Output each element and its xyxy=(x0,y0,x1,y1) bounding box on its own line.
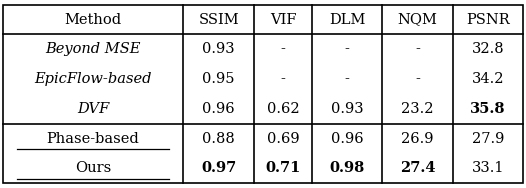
Text: DVF: DVF xyxy=(77,102,109,116)
Text: 0.96: 0.96 xyxy=(331,132,363,146)
Text: Beyond MSE: Beyond MSE xyxy=(45,42,140,56)
Text: 0.97: 0.97 xyxy=(201,161,236,175)
Text: -: - xyxy=(415,72,420,86)
Text: DLM: DLM xyxy=(329,13,366,27)
Text: 0.98: 0.98 xyxy=(330,161,365,175)
Text: 0.95: 0.95 xyxy=(203,72,235,86)
Text: Phase-based: Phase-based xyxy=(47,132,139,146)
Text: NQM: NQM xyxy=(398,13,438,27)
Text: -: - xyxy=(345,72,350,86)
Text: 0.93: 0.93 xyxy=(203,42,235,56)
Text: 0.69: 0.69 xyxy=(267,132,299,146)
Text: 35.8: 35.8 xyxy=(470,102,506,116)
Text: PSNR: PSNR xyxy=(467,13,510,27)
Text: Ours: Ours xyxy=(75,161,111,175)
Text: 32.8: 32.8 xyxy=(472,42,504,56)
Text: 27.9: 27.9 xyxy=(472,132,504,146)
Text: 0.62: 0.62 xyxy=(267,102,299,116)
Text: 0.71: 0.71 xyxy=(265,161,300,175)
Text: Method: Method xyxy=(64,13,122,27)
Text: -: - xyxy=(280,72,285,86)
Text: 0.93: 0.93 xyxy=(331,102,363,116)
Text: 23.2: 23.2 xyxy=(401,102,434,116)
Text: SSIM: SSIM xyxy=(198,13,239,27)
Text: -: - xyxy=(345,42,350,56)
Text: 0.88: 0.88 xyxy=(202,132,235,146)
Text: VIF: VIF xyxy=(270,13,296,27)
Text: 33.1: 33.1 xyxy=(472,161,504,175)
Text: -: - xyxy=(280,42,285,56)
Text: 0.96: 0.96 xyxy=(203,102,235,116)
Text: 27.4: 27.4 xyxy=(400,161,436,175)
Text: EpicFlow-based: EpicFlow-based xyxy=(34,72,151,86)
Text: 26.9: 26.9 xyxy=(401,132,434,146)
Text: -: - xyxy=(415,42,420,56)
Text: 34.2: 34.2 xyxy=(472,72,504,86)
